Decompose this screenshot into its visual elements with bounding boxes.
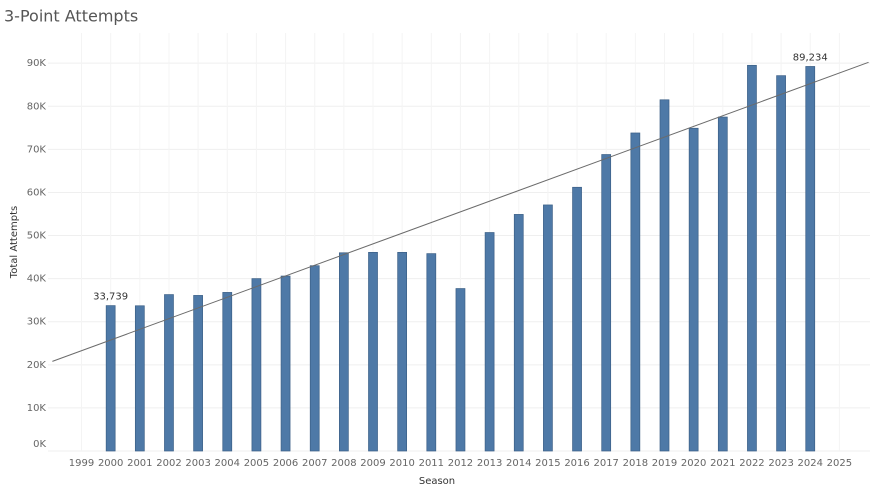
y-tick-label: 60K <box>27 187 47 198</box>
bar <box>659 99 670 452</box>
bar <box>717 116 728 452</box>
x-axis-title: Season <box>419 476 455 487</box>
x-tick-label: 2004 <box>215 458 240 469</box>
bar <box>309 265 320 452</box>
x-tick-label: 2006 <box>273 458 298 469</box>
bar <box>193 295 203 452</box>
y-tick-label: 70K <box>27 144 47 155</box>
y-tick-label: 80K <box>27 101 47 112</box>
x-tick-label: 2019 <box>652 458 677 469</box>
x-tick-label: 2003 <box>185 458 210 469</box>
x-tick-label: 2023 <box>768 458 793 469</box>
bar <box>426 253 437 452</box>
x-tick-label: 2000 <box>98 458 123 469</box>
bar <box>164 294 174 452</box>
y-tick-label: 0K <box>33 439 46 450</box>
bar <box>134 305 145 452</box>
x-tick-label: 2013 <box>477 458 502 469</box>
bar <box>455 288 466 452</box>
y-axis-title: Total Attempts <box>9 206 20 279</box>
y-tick-label: 40K <box>27 274 47 285</box>
x-tick-label: 2016 <box>564 458 589 469</box>
bar <box>630 132 641 452</box>
x-tick-label: 2007 <box>302 458 327 469</box>
bar <box>805 66 816 452</box>
x-tick-label: 2018 <box>623 458 648 469</box>
bar <box>251 278 262 452</box>
bar <box>543 204 553 452</box>
x-tick-label: 2014 <box>506 458 531 469</box>
bar <box>397 251 408 452</box>
x-tick-label: 2025 <box>827 458 852 469</box>
y-tick-label: 30K <box>27 317 47 328</box>
bar <box>280 275 291 452</box>
x-tick-label: 2009 <box>360 458 385 469</box>
x-tick-label: 2001 <box>127 458 152 469</box>
x-tick-label: 2010 <box>389 458 414 469</box>
bar <box>572 186 582 452</box>
bar <box>105 305 116 452</box>
x-tick-label: 2008 <box>331 458 356 469</box>
x-tick-label: 2012 <box>448 458 473 469</box>
x-tick-label: 2020 <box>681 458 706 469</box>
x-tick-label: 2021 <box>710 458 735 469</box>
x-tick-label: 2017 <box>593 458 618 469</box>
bar <box>747 64 757 452</box>
x-tick-label: 1999 <box>69 458 94 469</box>
bar <box>484 232 495 452</box>
bar <box>601 154 612 452</box>
bar <box>368 251 378 452</box>
x-tick-label: 2002 <box>156 458 181 469</box>
x-tick-label: 2011 <box>419 458 444 469</box>
bar <box>688 127 699 452</box>
x-tick-label: 2015 <box>535 458 560 469</box>
bar <box>222 292 233 452</box>
x-tick-label: 2024 <box>798 458 823 469</box>
bar <box>513 214 524 452</box>
y-tick-label: 10K <box>27 403 47 414</box>
value-label: 89,234 <box>793 52 828 63</box>
x-tick-label: 2005 <box>244 458 269 469</box>
bar <box>776 75 786 452</box>
trend-line <box>52 61 869 362</box>
y-tick-label: 20K <box>27 360 47 371</box>
bar <box>339 252 349 452</box>
y-tick-label: 90K <box>27 58 47 69</box>
y-tick-label: 50K <box>27 231 47 242</box>
x-tick-label: 2022 <box>739 458 764 469</box>
value-label: 33,739 <box>93 292 128 303</box>
chart-title: 3-Point Attempts <box>4 7 138 26</box>
